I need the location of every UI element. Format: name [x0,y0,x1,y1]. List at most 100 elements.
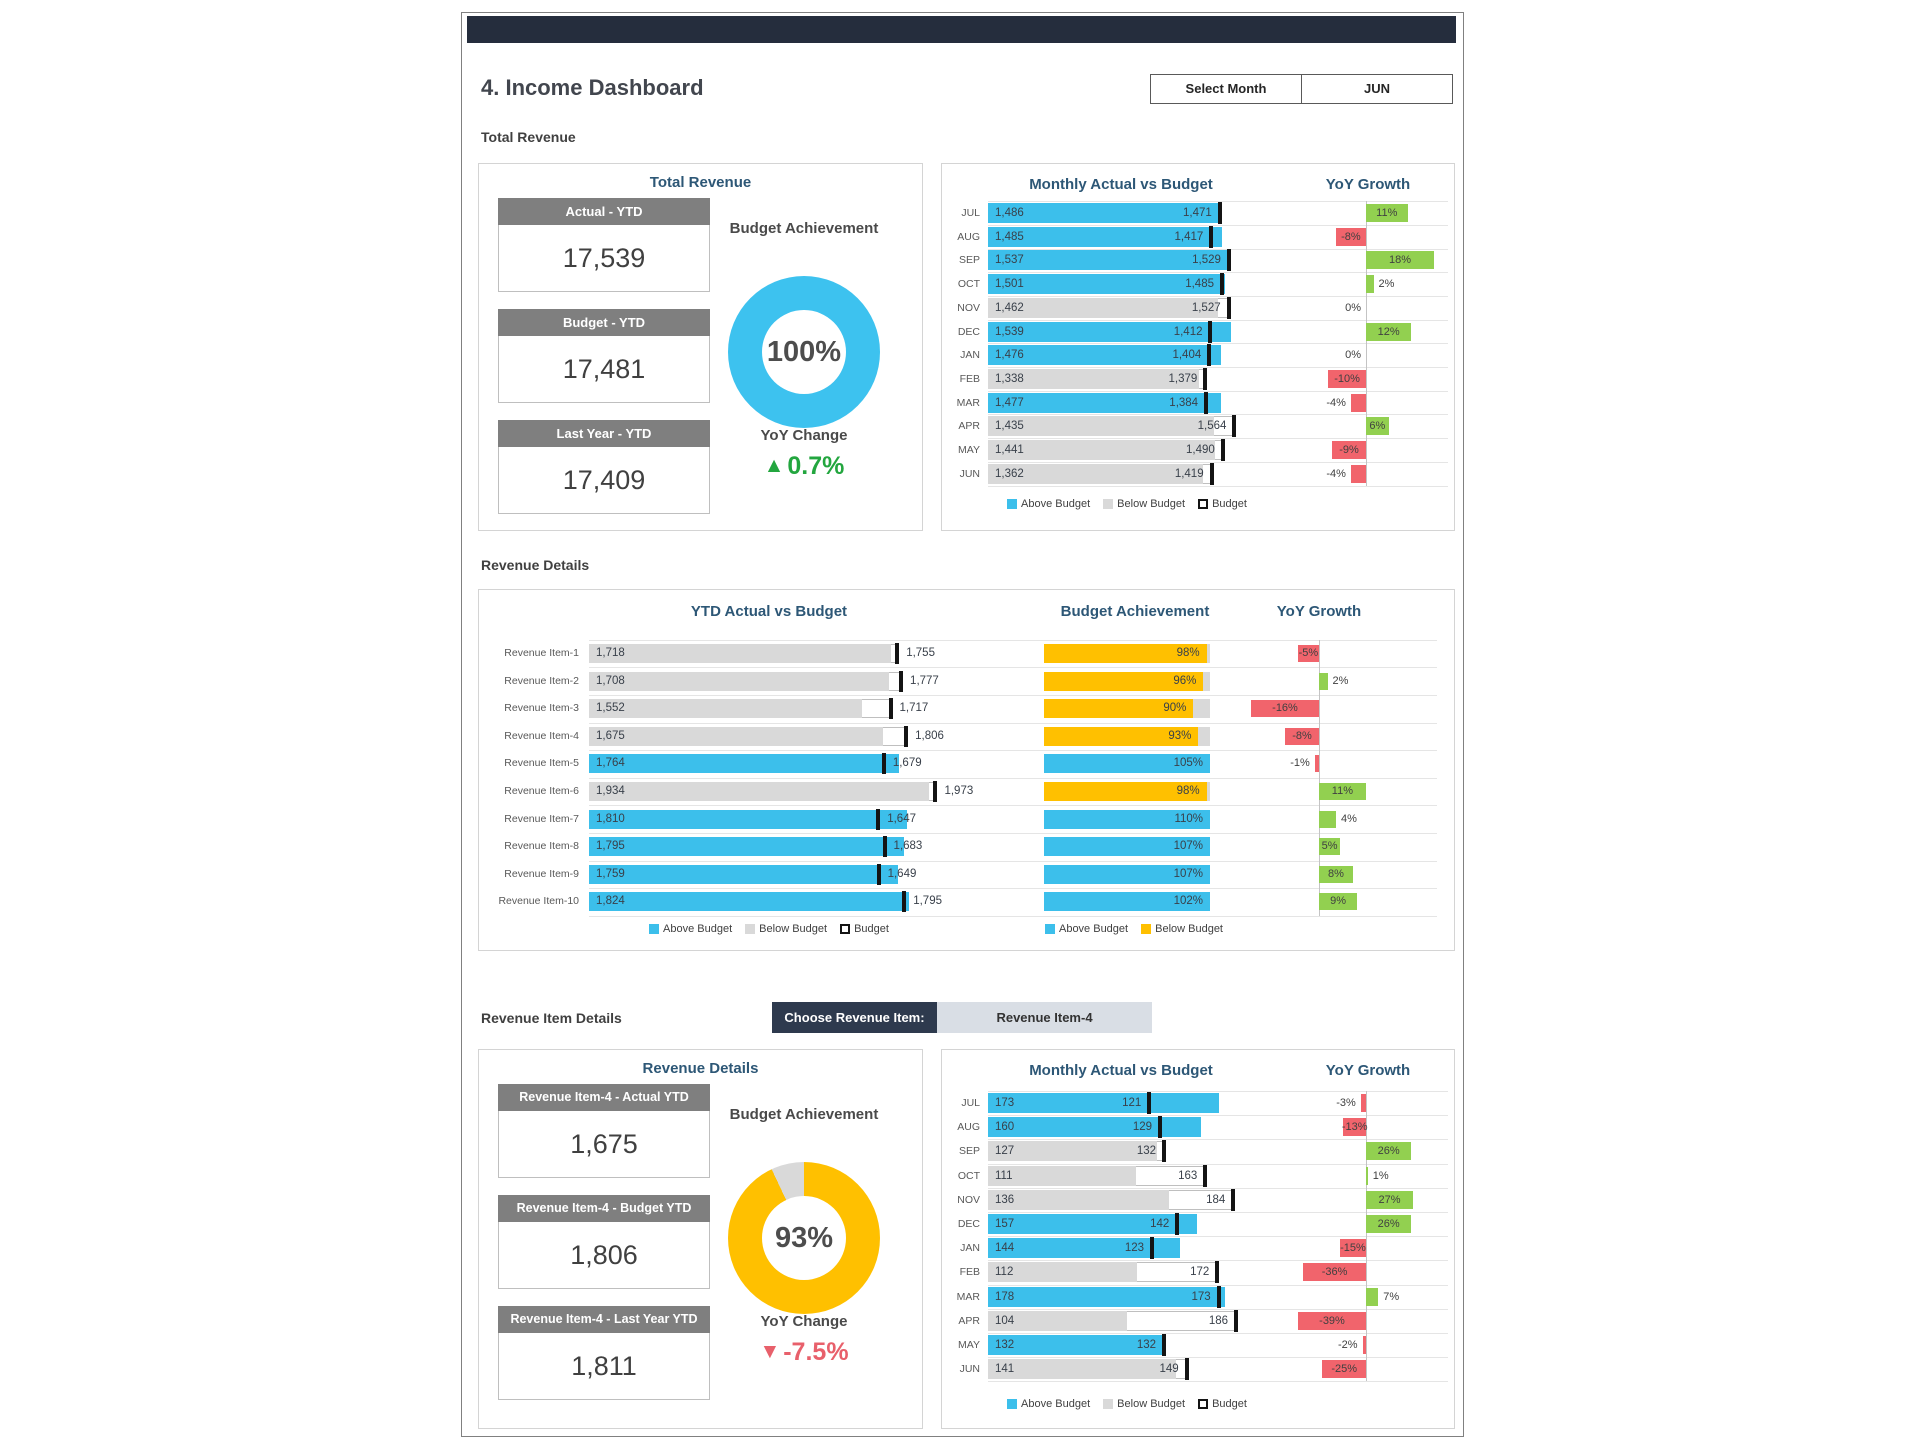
actual-bar [589,809,907,829]
yoy-growth-label: 1% [1372,1169,1389,1182]
budget-value-label: 1,417 [1174,230,1204,243]
item-lastyear-ytd-box: Revenue Item-4 - Last Year YTD 1,811 [498,1306,710,1400]
actual-value-label: 127 [995,1145,1015,1158]
item-budget-achievement-pct: 93% [774,1221,834,1254]
yoy-growth-label: -9% [1339,444,1359,456]
yoy-growth-label: 2% [1332,674,1349,687]
grid-separator-line [988,1284,1448,1286]
actual-value-label: 157 [995,1218,1015,1230]
yoy-growth-label: 7% [1383,1290,1400,1303]
month-selector: Select Month JUN [1150,74,1453,104]
yoy-growth-label: 6% [1369,420,1386,433]
budget-value-label: 1,973 [944,785,974,797]
budget-ytd-value: 17,481 [498,336,710,403]
yoy-growth-bar [1328,369,1366,388]
yoy-growth-label: -10% [1334,372,1360,385]
category-label: Revenue Item-1 [504,647,579,659]
grid-separator-line [988,1139,1448,1141]
achievement-bar [1044,699,1194,719]
actual-ytd-box: Actual - YTD 17,539 [498,198,710,292]
grid-separator-line [988,1260,1448,1262]
item-monthly-actual-vs-budget-card: Monthly Actual vs Budget YoY Growth JUL 1… [941,1049,1455,1429]
chart-row: DEC 1,539 1,412 12% [942,320,1454,343]
choose-revenue-item-button[interactable]: Choose Revenue Item: [772,1002,937,1033]
category-label: AUG [957,1121,980,1134]
category-label: JAN [960,349,980,362]
legend-label: Budget [854,923,889,935]
budget-marker [1216,1285,1221,1308]
budget-value-label: 1,806 [915,729,944,742]
grid-separator-line [589,915,1437,917]
category-label: OCT [957,1169,980,1182]
yoy-growth-bar [1322,1360,1366,1379]
budget-marker [1209,462,1214,485]
chart-row: DEC 157 142 26% [942,1213,1454,1235]
actual-value-label: 1,934 [596,785,625,797]
yoy-growth-label: 4% [1341,812,1357,825]
budget-swatch [1198,1399,1209,1409]
actual-value-label: 1,362 [995,467,1024,480]
page-title: 4. Income Dashboard [481,75,704,100]
actual-bar [988,1286,1226,1307]
budget-marker [1162,1334,1166,1356]
actual-value-label: 160 [995,1121,1015,1134]
budget-marker [882,836,887,858]
budget-marker [1226,296,1231,319]
legend-item: Below Budget [1141,923,1223,935]
chart-row: Revenue Item-10 1,824 1,795 102% 9% [479,891,1454,913]
section-revenue-details: Revenue Details [481,557,590,573]
chart-row: MAY 1,441 1,490 -9% [942,439,1454,461]
budget-value-label: 1,683 [893,840,923,853]
yoy-growth-label: 8% [1328,867,1344,880]
item-lastyear-ytd-label: Revenue Item-4 - Last Year YTD [498,1306,710,1333]
legend-label: Below Budget [1117,498,1186,510]
yoy-growth-label: 9% [1330,895,1347,908]
yoy-change-title: YoY Change [760,1313,848,1330]
actual-value-label: 1,537 [995,254,1024,267]
yoy-growth-bar [1366,1166,1368,1185]
category-label: APR [958,1314,980,1327]
revenue-item-dropdown[interactable]: Revenue Item-4 [937,1002,1152,1033]
grid-separator-line [589,777,1437,779]
yoy-growth-label: -36% [1321,1266,1348,1279]
chart-row: AUG 160 129 -13% [942,1116,1454,1139]
budget-achievement-column-title: Budget Achievement [1060,603,1210,620]
grid-separator-line [988,1381,1448,1383]
yoy-growth-label: 0% [1345,301,1361,314]
actual-bar [988,1262,1138,1283]
chart-row: NOV 136 184 27% [942,1188,1454,1211]
yoy-growth-label: 11% [1331,785,1353,797]
chart-row: FEB 112 172 -36% [942,1261,1454,1284]
budget-marker [1158,1116,1162,1139]
grid-separator-line [988,201,1448,203]
actual-value-label: 144 [995,1242,1015,1255]
yoy-growth-column-title: YoY Growth [1276,603,1362,620]
actual-value-label: 1,810 [596,812,625,825]
chart-legend: Above Budget Below Budget Budget [982,1398,1272,1410]
grid-separator-line [988,272,1448,274]
budget-marker [888,698,893,720]
actual-value-label: 141 [995,1363,1015,1376]
actual-value-label: 136 [995,1193,1015,1206]
actual-bar [988,416,1215,437]
budget-marker [1208,320,1213,343]
donut-hole [762,1196,846,1280]
actual-value-label: 1,441 [995,444,1024,456]
yoy-growth-bar [1251,700,1319,718]
lastyear-ytd-value: 17,409 [498,447,710,514]
budget-value-label: 1,471 [1183,207,1212,219]
month-dropdown[interactable]: JUN [1363,81,1390,96]
achievement-bar [1044,644,1207,663]
chart-row: AUG 1,485 1,417 -8% [942,225,1454,248]
category-label: Revenue Item-2 [504,674,579,687]
grid-separator-line [988,1236,1448,1238]
yoy-growth-bar [1366,1287,1379,1306]
top-header-bar [467,16,1456,43]
legend-item: Above Budget [1044,923,1128,935]
yoy-growth-label: 12% [1377,325,1400,338]
achievement-pct-label: 105% [1173,757,1203,770]
actual-bar [589,782,929,801]
actual-value-label: 1,476 [995,349,1024,362]
actual-bar [988,1141,1158,1162]
grid-separator-line [988,343,1448,345]
